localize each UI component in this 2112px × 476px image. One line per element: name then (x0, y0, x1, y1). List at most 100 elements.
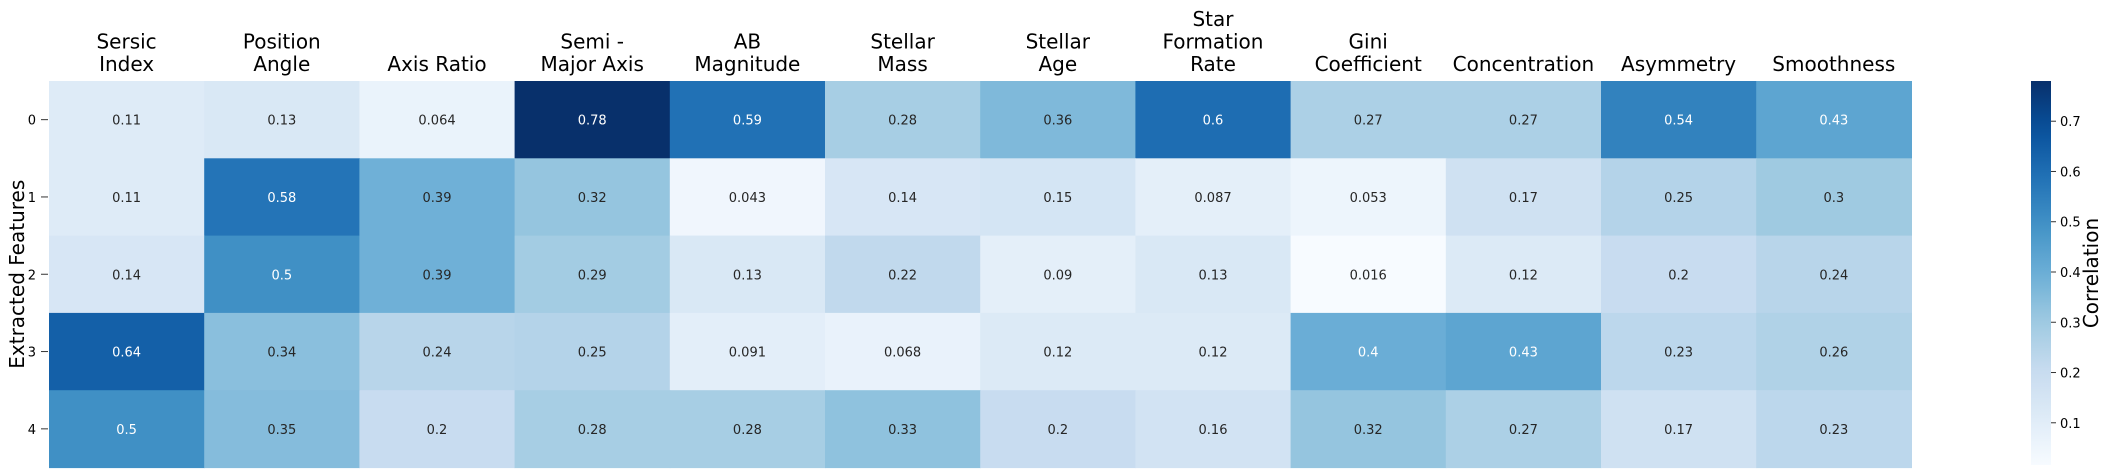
heatmap-cell (669, 81, 826, 159)
colorbar-tick-label: 0.3 (2060, 316, 2081, 331)
heatmap-cell (49, 158, 205, 237)
heatmap-cell (1290, 158, 1447, 237)
cell-value-label: 0.28 (733, 423, 762, 438)
heatmap-cell (1756, 235, 1912, 314)
heatmap-cell (1290, 390, 1447, 469)
column-header: Star Formation Rate (1163, 7, 1264, 76)
heatmap-cell (1445, 81, 1602, 159)
heatmap-cell (514, 158, 671, 237)
row-tick-label: 4 (28, 423, 36, 438)
colorbar: 0.1 0.2 0.3 0.4 0.5 0.6 0.7 (2031, 81, 2081, 465)
cell-value-label: 0.2 (1668, 268, 1689, 283)
cell-value-label: 0.053 (1350, 191, 1387, 206)
row-tick-labels: 0 1 2 3 4 (28, 114, 48, 438)
cell-value-label: 0.15 (1043, 191, 1072, 206)
heatmap-cell (514, 235, 671, 314)
heatmap-cell (1601, 390, 1757, 469)
cell-value-label: 0.11 (112, 114, 141, 129)
heatmap-cells (49, 81, 1912, 469)
heatmap-cell (1135, 158, 1292, 237)
colorbar-gradient (2031, 81, 2051, 465)
heatmap-cell (514, 81, 671, 159)
heatmap-cell (359, 81, 516, 159)
cell-value-label: 0.29 (578, 268, 607, 283)
heatmap-cell (825, 158, 981, 237)
cell-value-label: 0.43 (1819, 114, 1848, 129)
row-tick-label: 3 (28, 346, 36, 361)
column-header: Axis Ratio (387, 52, 486, 76)
row-tick-label: 1 (28, 191, 36, 206)
heatmap-cell (1290, 235, 1447, 314)
heatmap-cell (49, 235, 205, 314)
colorbar-label: Correlation (2079, 218, 2103, 328)
cell-value-label: 0.25 (578, 346, 607, 361)
row-tick-label: 2 (28, 268, 36, 283)
heatmap-cell (669, 158, 826, 237)
column-header: Position Angle (243, 30, 321, 77)
column-headers: Sersic Index Position Angle Axis Ratio Semi -… (96, 7, 1895, 76)
cell-value-label: 0.32 (1354, 423, 1383, 438)
column-header: Smoothness (1772, 52, 1895, 76)
heatmap-cell (49, 81, 205, 159)
column-header: Asymmetry (1621, 52, 1736, 76)
heatmap-cell (1601, 235, 1757, 314)
column-header: Concentration (1453, 52, 1594, 76)
heatmap-cell (825, 235, 981, 314)
cell-value-label: 0.4 (1358, 346, 1379, 361)
heatmap-cell (359, 312, 516, 391)
column-header: AB Magnitude (694, 30, 800, 77)
column-header: Sersic Index (96, 30, 156, 77)
cell-value-label: 0.23 (1664, 346, 1693, 361)
heatmap-cell (980, 312, 1136, 391)
cell-value-label: 0.23 (1819, 423, 1848, 438)
cell-value-label: 0.2 (427, 423, 448, 438)
heatmap-cell (204, 390, 360, 469)
cell-value-label: 0.27 (1354, 114, 1383, 129)
cell-value-label: 0.12 (1043, 346, 1072, 361)
cell-value-label: 0.6 (1203, 114, 1224, 129)
heatmap-cell (514, 390, 671, 469)
cell-value-label: 0.068 (884, 346, 921, 361)
colorbar-tick-label: 0.1 (2060, 417, 2081, 432)
cell-value-label: 0.087 (1194, 191, 1231, 206)
heatmap-cell (204, 158, 360, 237)
heatmap-cell (204, 235, 360, 314)
cell-value-label: 0.78 (578, 114, 607, 129)
heatmap-cell (1135, 390, 1292, 469)
cell-value-label: 0.043 (729, 191, 766, 206)
cell-value-label: 0.064 (418, 114, 455, 129)
cell-value-label: 0.24 (1819, 268, 1848, 283)
cell-value-label: 0.25 (1664, 191, 1693, 206)
heatmap-cell (49, 390, 205, 469)
cell-value-label: 0.22 (888, 268, 917, 283)
cell-value-label: 0.28 (888, 114, 917, 129)
heatmap-cell (204, 81, 360, 159)
cell-value-label: 0.5 (116, 423, 137, 438)
heatmap-cell (359, 235, 516, 314)
colorbar-tick-label: 0.7 (2060, 115, 2081, 130)
heatmap-cell (1290, 81, 1447, 159)
cell-value-label: 0.43 (1509, 346, 1538, 361)
cell-value-label: 0.59 (733, 114, 762, 129)
cell-value-label: 0.13 (267, 114, 296, 129)
heatmap-cell (1290, 312, 1447, 391)
cell-value-label: 0.091 (729, 346, 766, 361)
heatmap-cell (49, 312, 205, 391)
cell-value-label: 0.33 (888, 423, 917, 438)
colorbar-tick-label: 0.2 (2060, 367, 2081, 382)
heatmap-cell (1445, 235, 1602, 314)
heatmap-cell (1135, 81, 1292, 159)
heatmap-cell (1445, 312, 1602, 391)
y-axis-label: Extracted Features (5, 180, 29, 369)
heatmap-cell (204, 312, 360, 391)
heatmap-cell (1756, 81, 1912, 159)
cell-value-label: 0.39 (423, 191, 452, 206)
heatmap-cell (669, 390, 826, 469)
heatmap-cell (1445, 158, 1602, 237)
colorbar-tick-label: 0.6 (2060, 165, 2081, 180)
heatmap-cell-labels: 0.11 0.13 0.064 0.78 0.59 0.28 0.36 0.6 0.27 0.27… (112, 114, 1848, 438)
cell-value-label: 0.14 (888, 191, 917, 206)
column-header: Gini Coefficient (1315, 30, 1422, 77)
column-header: Stellar Age (1026, 30, 1091, 77)
